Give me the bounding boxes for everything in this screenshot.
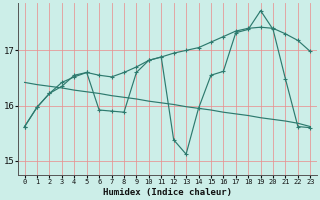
X-axis label: Humidex (Indice chaleur): Humidex (Indice chaleur) — [103, 188, 232, 197]
